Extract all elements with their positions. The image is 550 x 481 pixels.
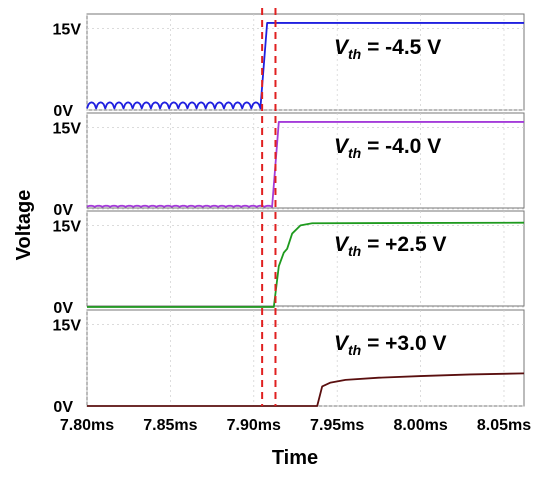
y-tick-label: 15V xyxy=(53,317,82,334)
panel-2: 15V 0V Vth = -4.0 V xyxy=(53,112,525,219)
y-tick-label: 0V xyxy=(53,300,73,317)
panel-frame xyxy=(86,13,525,111)
vth-subscript: th xyxy=(348,342,361,358)
x-tick-label: 7.90ms xyxy=(227,417,281,434)
vth-value: = -4.5 V xyxy=(361,36,441,59)
y-tick-label: 15V xyxy=(53,218,82,235)
panel-1: 15V 0V Vth = -4.5 V xyxy=(53,13,525,120)
series-trace-1 xyxy=(86,22,524,110)
series-trace-4 xyxy=(87,372,525,407)
x-axis-title: Time xyxy=(272,447,318,469)
series-trace-2 xyxy=(86,121,524,208)
y-tick-label: 15V xyxy=(53,120,82,137)
panel-3: 15V 0V Vth = +2.5 V xyxy=(53,210,525,317)
x-tick-label: 7.95ms xyxy=(310,417,364,434)
x-tick-label: 8.00ms xyxy=(393,417,447,434)
vth-symbol: V xyxy=(334,36,350,59)
y-tick-label: 0V xyxy=(53,103,73,120)
panel-frame xyxy=(86,112,525,209)
x-tick-label: 7.80ms xyxy=(60,417,114,434)
series-trace-3 xyxy=(87,221,525,308)
x-tick-labels: 7.80ms 7.85ms 7.90ms 7.95ms 8.00ms 8.05ms xyxy=(60,417,531,434)
vth-symbol: V xyxy=(334,233,350,256)
y-tick-label: 15V xyxy=(53,21,82,38)
x-tick-label: 7.85ms xyxy=(143,417,197,434)
y-tick-label: 0V xyxy=(53,202,73,219)
y-tick-label: 0V xyxy=(53,399,73,416)
vth-label: Vth = +2.5 V xyxy=(334,233,446,259)
vth-value: = +3.0 V xyxy=(361,332,446,355)
vth-value: = -4.0 V xyxy=(361,135,441,158)
panel-frame xyxy=(86,210,525,307)
vth-symbol: V xyxy=(334,332,350,355)
panel-4: 15V 0V Vth = +3.0 V xyxy=(53,309,525,416)
vth-symbol: V xyxy=(334,135,350,158)
threshold-markers xyxy=(261,8,277,406)
vth-label: Vth = -4.5 V xyxy=(334,36,441,62)
y-axis-title: Voltage xyxy=(13,190,35,261)
panel-frame xyxy=(86,309,525,407)
vth-label: Vth = -4.0 V xyxy=(334,135,441,161)
vth-value: = +2.5 V xyxy=(361,233,446,256)
x-tick-label: 8.05ms xyxy=(477,417,531,434)
vth-subscript: th xyxy=(348,243,361,259)
vth-label: Vth = +3.0 V xyxy=(334,332,446,358)
vth-subscript: th xyxy=(348,145,361,161)
vth-subscript: th xyxy=(348,46,361,62)
